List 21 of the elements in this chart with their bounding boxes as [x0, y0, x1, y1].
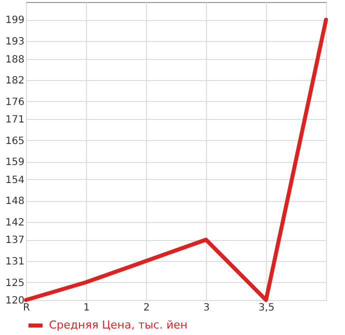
y-tick-label: 188 [5, 54, 24, 66]
y-tick-label: 165 [5, 136, 24, 147]
y-tick-label: 193 [5, 36, 24, 48]
y-tick-label: 154 [5, 174, 24, 186]
x-tick-label: 3 [203, 302, 210, 314]
y-tick-label: 142 [5, 217, 24, 228]
y-tick-label: 199 [5, 15, 24, 26]
y-tick-label: 171 [5, 114, 24, 126]
y-tick-label: 182 [5, 76, 24, 87]
y-tick-label: 131 [5, 256, 24, 268]
y-tick-label: 125 [5, 278, 24, 289]
x-tick-label: 3,5 [258, 302, 274, 314]
y-tick-label: 137 [5, 235, 24, 246]
x-tick-label: 2 [143, 302, 150, 314]
x-tick-label: 1 [83, 302, 90, 314]
x-tick-label: R [23, 302, 30, 314]
legend-label: Средняя Цена, тыс. йен [49, 318, 188, 332]
y-tick-label: 120 [5, 296, 24, 306]
y-tick-label: 159 [5, 157, 24, 168]
y-tick-label: 176 [5, 96, 24, 108]
y-tick-label: 148 [5, 196, 24, 208]
